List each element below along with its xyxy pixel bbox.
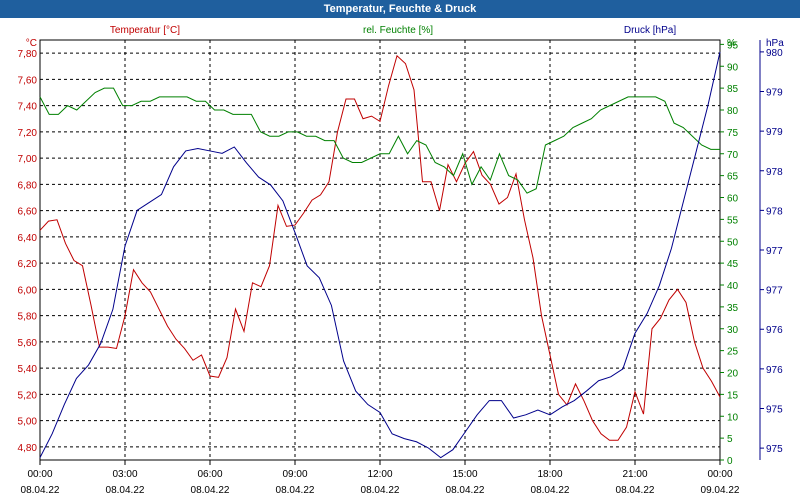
- x-tick-time-label: 18:00: [537, 469, 562, 480]
- y-left-tick-label: 5,80: [18, 312, 38, 323]
- y-right1-tick-label: 95: [727, 40, 739, 51]
- y-right1-tick-label: 10: [727, 412, 739, 423]
- series-line-right1: [39, 87, 720, 194]
- y-right1-tick-label: 65: [727, 172, 739, 183]
- x-tick-date-label: 08.04.22: [276, 485, 315, 496]
- legend-item-right2: Druck [hPa]: [624, 25, 676, 36]
- y-right2-tick-label: 978: [766, 206, 783, 217]
- y-right1-tick-label: 80: [727, 106, 739, 117]
- y-right1-tick-label: 90: [727, 62, 739, 73]
- y-left-tick-label: 7,80: [18, 49, 38, 60]
- x-tick-time-label: 03:00: [112, 469, 137, 480]
- y-right2-tick-label: 975: [766, 444, 783, 455]
- x-tick-time-label: 00:00: [27, 469, 52, 480]
- x-tick-date-label: 08.04.22: [616, 485, 655, 496]
- weather-chart: 4,80 5,00 5,20 5,40 5,60 5,80 6,00 6,20 6,40 6,60…: [18, 25, 785, 496]
- y-left-tick-label: 4,80: [18, 443, 38, 454]
- legend-item-right1: rel. Feuchte [%]: [363, 25, 433, 36]
- y-right2-tick-label: 979: [766, 88, 783, 99]
- y-right1-tick-label: 35: [727, 303, 739, 314]
- y-left-tick-label: 7,20: [18, 128, 38, 139]
- x-tick-time-label: 12:00: [367, 469, 392, 480]
- window-title: Temperatur, Feuchte & Druck: [0, 0, 800, 18]
- x-tick-date-label: 08.04.22: [446, 485, 485, 496]
- x-tick-time-label: 21:00: [622, 469, 647, 480]
- x-tick-time-label: 15:00: [452, 469, 477, 480]
- y-right2-tick-label: 980: [766, 48, 783, 59]
- x-tick-date-label: 08.04.22: [106, 485, 145, 496]
- y-left-tick-label: 6,20: [18, 259, 38, 270]
- y-right1-tick-label: 85: [727, 84, 739, 95]
- x-tick-time-label: 06:00: [197, 469, 222, 480]
- y-left-tick-label: 5,00: [18, 417, 38, 428]
- y-right1-tick-label: 25: [727, 347, 739, 358]
- series-line-right2: [39, 51, 721, 459]
- x-tick-date-label: 09.04.22: [701, 485, 740, 496]
- y-right2-tick-label: 979: [766, 127, 783, 138]
- y-right1-tick-label: 40: [727, 281, 739, 292]
- y-right2-tick-label: 978: [766, 167, 783, 178]
- y-right2-tick-label: 977: [766, 246, 783, 257]
- y-right2-tick-label: 976: [766, 325, 783, 336]
- y-right2-tick-label: 976: [766, 365, 783, 376]
- chart-area: 4,80 5,00 5,20 5,40 5,60 5,80 6,00 6,20 6,40 6,60…: [0, 18, 800, 500]
- y-right1-tick-label: 60: [727, 194, 739, 205]
- y-right2-unit-label: hPa: [766, 38, 784, 49]
- y-right1-tick-label: 30: [727, 325, 739, 336]
- y-left-tick-label: 7,60: [18, 75, 38, 86]
- x-tick-time-label: 09:00: [282, 469, 307, 480]
- y-right1-tick-label: 20: [727, 369, 739, 380]
- y-left-tick-label: 5,60: [18, 338, 38, 349]
- y-left-tick-label: 6,40: [18, 233, 38, 244]
- series-line-left: [39, 54, 721, 441]
- x-tick-date-label: 08.04.22: [21, 485, 60, 496]
- x-tick-date-label: 08.04.22: [191, 485, 230, 496]
- y-right1-tick-label: 15: [727, 390, 739, 401]
- y-right1-tick-label: 50: [727, 237, 739, 248]
- y-left-tick-label: 7,00: [18, 154, 38, 165]
- y-right2-tick-label: 975: [766, 404, 783, 415]
- x-tick-date-label: 08.04.22: [531, 485, 570, 496]
- y-left-tick-label: 6,00: [18, 285, 38, 296]
- y-left-tick-label: 6,80: [18, 180, 38, 191]
- x-tick-time-label: 00:00: [707, 469, 732, 480]
- y-left-unit-label: °C: [26, 38, 37, 49]
- y-left-tick-label: 7,40: [18, 102, 38, 113]
- y-left-tick-label: 5,40: [18, 364, 38, 375]
- y-right1-tick-label: 75: [727, 128, 739, 139]
- legend-item-left: Temperatur [°C]: [110, 25, 180, 36]
- y-right1-tick-label: 55: [727, 215, 739, 226]
- x-tick-date-label: 08.04.22: [361, 485, 400, 496]
- y-right1-tick-label: 45: [727, 259, 739, 270]
- y-right2-tick-label: 977: [766, 286, 783, 297]
- y-right1-tick-label: 0: [727, 456, 733, 467]
- y-left-tick-label: 6,60: [18, 207, 38, 218]
- y-right1-tick-label: 5: [727, 434, 733, 445]
- y-left-tick-label: 5,20: [18, 390, 38, 401]
- y-right1-unit-label: %: [727, 38, 736, 49]
- y-right1-tick-label: 70: [727, 150, 739, 161]
